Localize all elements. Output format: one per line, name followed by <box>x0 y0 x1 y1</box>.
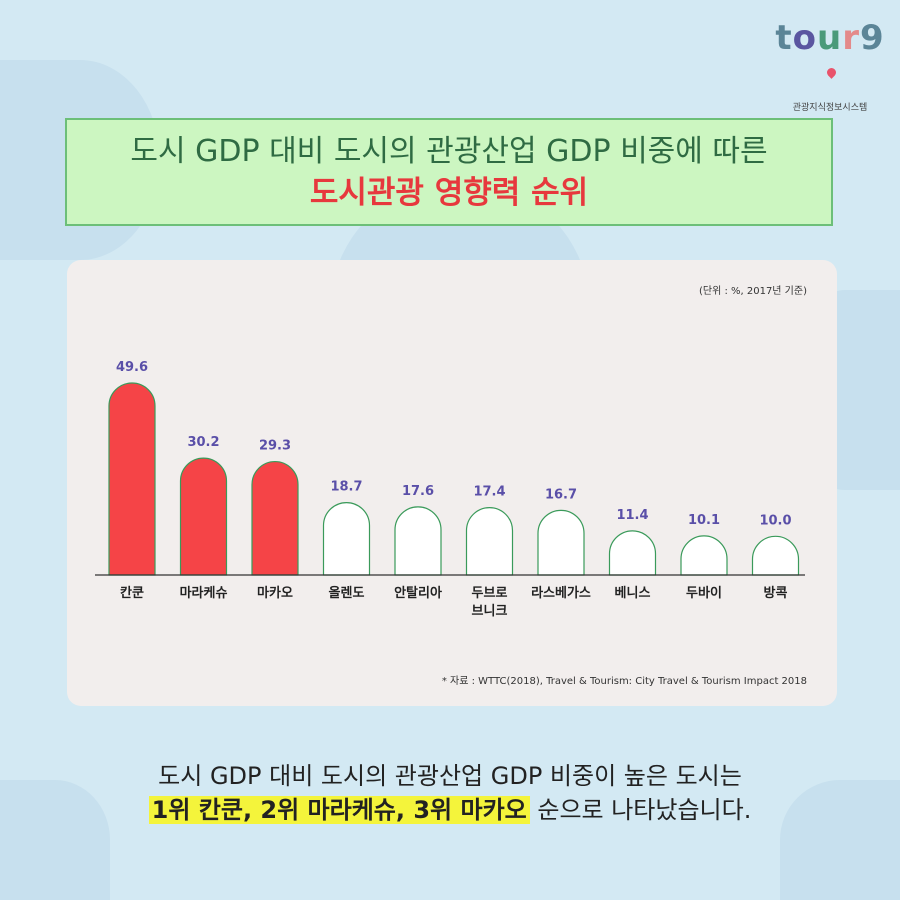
bg-circle <box>0 780 110 900</box>
title-box: 도시 GDP 대비 도시의 관광산업 GDP 비중에 따른 도시관광 영향력 순… <box>65 118 833 226</box>
bar <box>251 461 299 576</box>
category-label: 두바이 <box>686 585 722 601</box>
value-label: 30.2 <box>187 435 219 450</box>
category-label: 칸쿤 <box>120 585 144 601</box>
category-label: 방콕 <box>764 585 788 601</box>
category-label: 안탈리아 <box>394 585 442 601</box>
category-label: 마라케슈 <box>180 585 228 601</box>
logo-subtitle: 관광지식정보시스템 <box>792 103 868 113</box>
value-label: 11.4 <box>616 508 648 523</box>
title-line2: 도시관광 영향력 순위 <box>309 175 589 211</box>
source-note: * 자료 : WTTC(2018), Travel & Tourism: Cit… <box>441 676 807 687</box>
value-label: 18.7 <box>330 480 362 495</box>
category-label: 브니크 <box>472 604 508 619</box>
summary-line1: 도시 GDP 대비 도시의 관광산업 GDP 비중이 높은 도시는 <box>158 762 742 790</box>
bar-chart: 49.6 칸쿤 30.2 마라케슈 29.3 마카오 18.7 올렌도 17.6 안탈리아 17.4… <box>95 360 805 619</box>
summary-line2: 1위 칸쿤, 2위 마라케슈, 3위 마카오 순으로 나타났습니다. <box>0 790 900 825</box>
bar <box>608 530 657 576</box>
summary-highlight: 1위 칸쿤, 2위 마라케슈, 3위 마카오 <box>148 796 530 824</box>
value-label: 17.6 <box>402 484 434 499</box>
bar <box>680 535 728 576</box>
summary-rest: 순으로 나타났습니다. <box>529 796 752 824</box>
bg-circle <box>780 780 900 900</box>
value-label: 16.7 <box>545 487 577 502</box>
location-pin-icon <box>824 65 838 79</box>
category-label: 두브로 <box>472 586 508 601</box>
category-label: 라스베가스 <box>531 585 591 601</box>
unit-note: (단위 : %, 2017년 기준) <box>698 286 807 297</box>
value-label: 49.6 <box>116 360 148 375</box>
category-label: 마카오 <box>257 585 293 601</box>
bar <box>537 509 585 576</box>
category-label: 올렌도 <box>329 585 365 601</box>
title-line1: 도시 GDP 대비 도시의 관광산업 GDP 비중에 따른 <box>130 134 768 169</box>
value-label: 10.0 <box>759 513 791 528</box>
logo-wordmark: tour9 <box>770 18 890 98</box>
logo: tour9 관광지식정보시스템 <box>770 18 890 113</box>
bar <box>322 502 371 576</box>
value-label: 17.4 <box>473 485 505 500</box>
bar <box>179 457 228 576</box>
value-label: 10.1 <box>688 513 720 528</box>
chart-card: (단위 : %, 2017년 기준) 49.6 칸쿤 30.2 마라케슈 29.3 마카오… <box>67 260 837 706</box>
bar <box>465 507 514 576</box>
bar <box>394 506 442 576</box>
value-label: 29.3 <box>259 439 291 454</box>
bar <box>108 382 156 576</box>
category-label: 베니스 <box>615 586 651 601</box>
bar <box>751 535 800 576</box>
